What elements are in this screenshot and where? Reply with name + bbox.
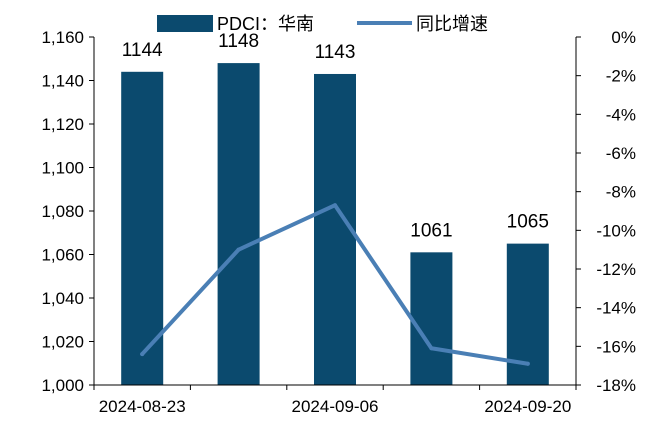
right-axis-tick-label: -2% xyxy=(606,67,636,86)
right-axis-tick-label: -6% xyxy=(606,144,636,163)
legend-swatch-bar xyxy=(157,15,213,32)
left-axis-tick-label: 1,020 xyxy=(41,333,84,352)
legend: PDCI：华南 同比增速 xyxy=(157,14,488,34)
right-axis-tick-label: -16% xyxy=(596,337,636,356)
right-axis-tick-label: -4% xyxy=(606,105,636,124)
bar xyxy=(121,71,164,386)
bar-data-label: 1143 xyxy=(315,42,356,63)
line-point xyxy=(525,361,530,366)
line-series xyxy=(140,203,530,366)
right-axis-tick-label: -18% xyxy=(596,376,636,395)
left-axis-tick-label: 1,080 xyxy=(41,202,84,221)
line-point xyxy=(429,346,434,351)
left-axis-tick-label: 1,100 xyxy=(41,159,84,178)
left-axis-tick-label: 1,060 xyxy=(41,246,84,265)
right-axis-tick-label: -10% xyxy=(596,221,636,240)
x-axis: 2024-08-23 2024-09-06 2024-09-20 xyxy=(93,384,577,416)
left-axis-tick-label: 1,160 xyxy=(41,28,84,47)
legend-label-line: 同比增速 xyxy=(416,14,488,34)
bar xyxy=(410,252,453,385)
line-point xyxy=(236,247,241,252)
x-axis-tick-label: 2024-08-23 xyxy=(99,397,186,416)
legend-label-bar: PDCI：华南 xyxy=(217,14,314,34)
right-axis-tick-label: -8% xyxy=(606,183,636,202)
line-point xyxy=(333,203,337,208)
bar-data-label: 1144 xyxy=(122,40,163,61)
bar-data-label: 1061 xyxy=(410,220,452,241)
line-point xyxy=(140,352,145,357)
right-axis-tick-label: 0% xyxy=(611,28,636,47)
x-axis-tick-label: 2024-09-20 xyxy=(484,397,571,416)
left-axis-tick-label: 1,140 xyxy=(41,72,84,91)
left-axis-tick-label: 1,120 xyxy=(41,115,84,134)
right-axis-tick-label: -12% xyxy=(596,260,636,279)
right-y-axis: -18% -16% -14% -12% -10% -8% -6% -4% -2% 0% xyxy=(575,28,636,395)
bar-data-label: 1148 xyxy=(218,31,259,52)
bar-data-label: 1065 xyxy=(507,212,549,233)
left-axis-tick-label: 1,000 xyxy=(41,376,84,395)
left-axis-tick-label: 1,040 xyxy=(41,289,84,308)
left-y-axis: 1,000 1,020 1,040 1,060 1,080 1,100 1,120 1,140… xyxy=(41,28,95,395)
x-axis-tick-label: 2024-09-06 xyxy=(292,397,379,416)
right-axis-tick-label: -14% xyxy=(596,299,636,318)
bar xyxy=(217,63,260,385)
bar-series: 1144 1148 1143 1061 1065 xyxy=(121,31,549,386)
